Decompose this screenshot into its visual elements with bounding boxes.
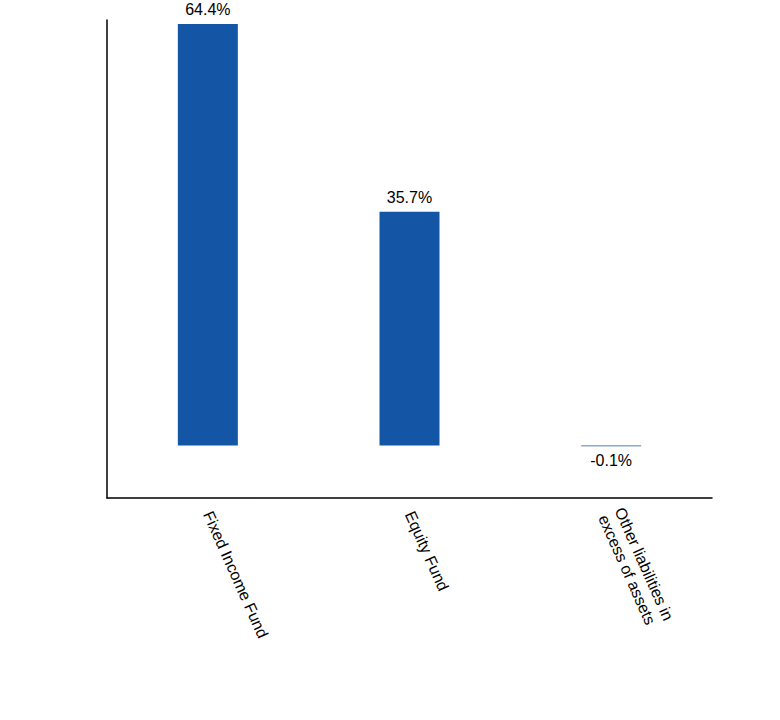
svg-text:64.4%: 64.4% [185, 1, 230, 18]
svg-text:35.7%: 35.7% [387, 189, 432, 206]
svg-text:-0.1%: -0.1% [590, 452, 632, 469]
svg-text:excess of assets: excess of assets [595, 512, 659, 627]
svg-text:Equity Fund: Equity Fund [402, 509, 452, 594]
svg-text:Other liabilities in: Other liabilities in [611, 504, 679, 628]
svg-text:Fixed Income Fund: Fixed Income Fund [200, 509, 271, 641]
